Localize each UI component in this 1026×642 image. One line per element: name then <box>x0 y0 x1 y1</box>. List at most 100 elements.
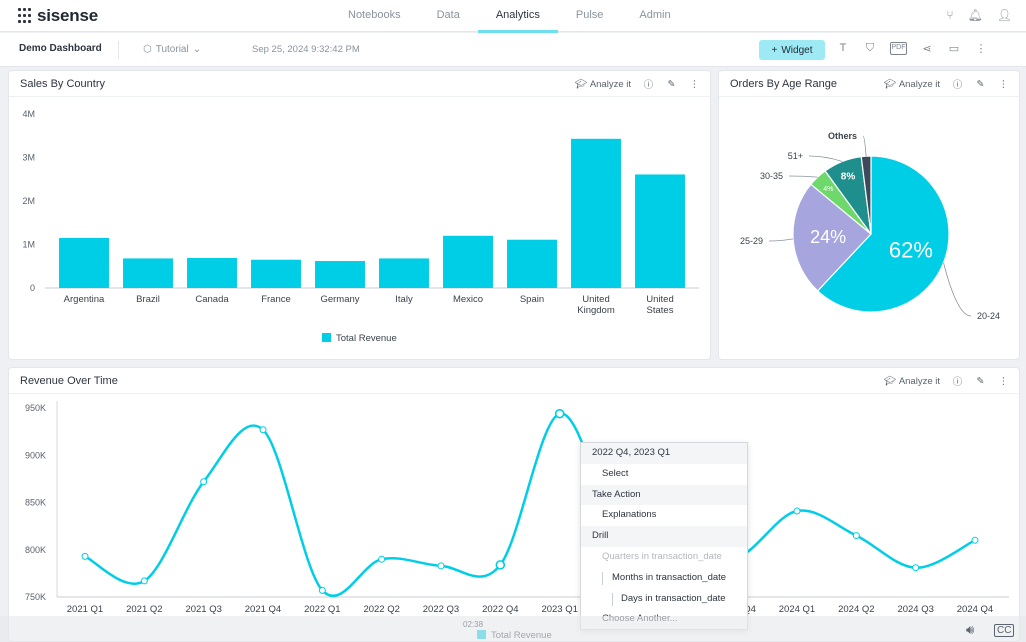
sisense-logo[interactable]: sisense <box>18 6 98 26</box>
y-tick-label: 900K <box>25 450 46 460</box>
nav-right-icons: ⑂ 🔔︎ 👤︎ <box>946 8 1012 22</box>
pie-leader-line <box>862 135 867 157</box>
info-icon[interactable]: ⓘ <box>952 377 963 388</box>
pie-value-label: 62% <box>889 237 933 262</box>
y-tick-label: 800K <box>25 545 46 555</box>
analyze-it-button[interactable]: 🎓︎ Analyze it <box>884 79 940 90</box>
present-icon[interactable]: ▭ <box>948 43 960 55</box>
nav-tab-notebooks[interactable]: Notebooks <box>348 9 401 21</box>
context-menu-item-explanations[interactable]: Explanations <box>602 509 657 521</box>
dashboard-name[interactable]: Demo Dashboard <box>19 43 102 54</box>
pie-category-label: 30-35 <box>760 171 783 181</box>
y-tick-label: 1M <box>22 240 35 250</box>
data-point-2021-q2 <box>140 577 148 585</box>
chevron-down-icon: ⌄ <box>192 44 202 55</box>
info-icon[interactable]: ⓘ <box>952 80 963 91</box>
x-tick-label: Brazil <box>136 294 160 305</box>
more-icon[interactable]: ⋮ <box>998 78 1009 90</box>
plus-icon: + <box>771 44 778 56</box>
nav-tab-data[interactable]: Data <box>436 9 460 21</box>
data-point-2023-q1 <box>554 408 565 419</box>
y-tick-label: 3M <box>22 153 35 163</box>
data-point-2024-q3 <box>912 564 920 572</box>
x-tick-label: 2024 Q4 <box>957 604 993 615</box>
orders-by-age-widget: Orders By Age Range 🎓︎ Analyze it ⓘ ✎ ⋮ 6… <box>718 70 1020 360</box>
context-menu-item-days-in-transaction-date[interactable]: Days in transaction_date <box>581 589 747 610</box>
x-tick-label-line: Italy <box>395 294 413 305</box>
text-icon[interactable]: T <box>839 42 847 54</box>
video-player-bar[interactable]: 02:38 🔊︎ CC <box>0 616 1026 642</box>
widget-title: Orders By Age Range <box>730 78 838 90</box>
x-tick-label: 2022 Q3 <box>423 604 459 615</box>
sisense-logo-icon <box>18 8 31 24</box>
widget-title: Sales By Country <box>20 78 105 90</box>
context-menu-item-select[interactable]: Select <box>602 467 629 479</box>
graduation-cap-icon: 🎓︎ <box>883 375 896 387</box>
more-icon[interactable]: ⋮ <box>975 43 987 55</box>
toolbar-icons: T ⛉ PDF ⋖ ▭ ⋮ <box>836 42 988 55</box>
x-tick-label: 2021 Q2 <box>126 604 162 615</box>
more-icon[interactable]: ⋮ <box>689 78 700 90</box>
analyze-it-button[interactable]: 🎓︎ Analyze it <box>575 79 631 90</box>
widget-actions: 🎓︎ Analyze it ⓘ ✎ ⋮ <box>575 77 700 92</box>
nav-tab-pulse[interactable]: Pulse <box>575 9 604 21</box>
x-tick-label-line: United <box>582 294 609 305</box>
volume-icon[interactable]: 🔊︎ <box>966 622 975 637</box>
x-tick-label: Germany <box>320 294 359 305</box>
widget-title: Revenue Over Time <box>20 375 118 387</box>
revenue-series-line <box>84 412 976 598</box>
toolbar-divider <box>118 41 119 59</box>
widget-actions: 🎓︎ Analyze it ⓘ ✎ ⋮ <box>884 77 1009 92</box>
y-tick-label: 850K <box>25 498 46 508</box>
x-tick-label: United Kingdom <box>577 294 615 316</box>
more-icon[interactable]: ⋮ <box>998 375 1009 387</box>
add-widget-button[interactable]: + Widget <box>759 40 825 60</box>
filter-icon[interactable]: ⛉ <box>865 42 875 54</box>
info-icon[interactable]: ⓘ <box>643 80 654 91</box>
pie-category-label: Others <box>828 131 857 141</box>
data-point-2022-q4 <box>495 560 506 570</box>
top-navigation: sisense Notebooks Data Analytics Pulse Admin… <box>0 0 1026 33</box>
x-tick-label-line: France <box>261 294 291 305</box>
x-tick-label-line: Brazil <box>136 294 160 305</box>
widget-actions: 🎓︎ Analyze it ⓘ ✎ ⋮ <box>884 374 1009 389</box>
bar-italy <box>379 258 429 288</box>
dashboard-toolbar: Demo Dashboard ⬡ Tutorial ⌄ Sep 25, 2024… <box>0 33 1026 67</box>
nav-tab-analytics[interactable]: Analytics <box>477 0 558 33</box>
x-tick-label: 2022 Q4 <box>482 604 518 615</box>
pie-category-label: 20-24 <box>977 311 1000 321</box>
x-tick-label-line: Argentina <box>64 294 105 305</box>
age-pie-chart: 62% 20-24 24% 25-29 4% 30-35 8% 51+ Others <box>740 131 1000 321</box>
edit-icon[interactable]: ✎ <box>667 78 676 90</box>
sales-bar-chart: 0 1M 2M 3M 4M Argentina Brazil Canada France Germ… <box>22 109 699 344</box>
bell-icon[interactable]: 🔔︎ <box>967 8 983 22</box>
edit-icon[interactable]: ✎ <box>976 78 985 90</box>
x-tick-label: Canada <box>195 294 229 305</box>
user-icon[interactable]: 👤︎ <box>996 8 1012 22</box>
share-icon[interactable]: ⋖ <box>922 43 932 55</box>
folder-name: Tutorial <box>155 44 189 55</box>
nav-tab-admin[interactable]: Admin <box>639 9 671 21</box>
sales-by-country-widget: Sales By Country 🎓︎ Analyze it ⓘ ✎ ⋮ 0 1M 2… <box>8 70 711 360</box>
y-tick-label: 950K <box>25 403 46 413</box>
bar-germany <box>315 261 365 288</box>
context-menu-item-take-action: Take Action <box>581 484 747 506</box>
x-tick-label: Argentina <box>64 294 105 305</box>
y-tick-label: 2M <box>22 196 35 206</box>
edit-icon[interactable]: ✎ <box>976 375 985 387</box>
pie-category-label: 51+ <box>788 151 803 161</box>
branch-icon[interactable]: ⑂ <box>946 8 954 22</box>
x-tick-label-line: Kingdom <box>577 305 615 316</box>
captions-icon[interactable]: CC <box>994 624 1015 637</box>
folder-selector[interactable]: ⬡ Tutorial ⌄ <box>143 44 201 55</box>
data-point-2024-q1 <box>793 507 801 515</box>
bar-spain <box>507 239 557 288</box>
context-menu-item-months-in-transaction-date[interactable]: Months in transaction_date <box>581 568 747 589</box>
pie-slice-others <box>860 155 872 235</box>
analyze-it-button[interactable]: 🎓︎ Analyze it <box>884 376 940 387</box>
context-menu-item-drill: Drill <box>581 526 747 547</box>
data-point-2024-q4 <box>971 536 979 544</box>
pdf-icon[interactable]: PDF <box>890 42 907 55</box>
x-tick-label: 2024 Q1 <box>779 604 815 615</box>
pie-value-label: 8% <box>841 171 856 182</box>
